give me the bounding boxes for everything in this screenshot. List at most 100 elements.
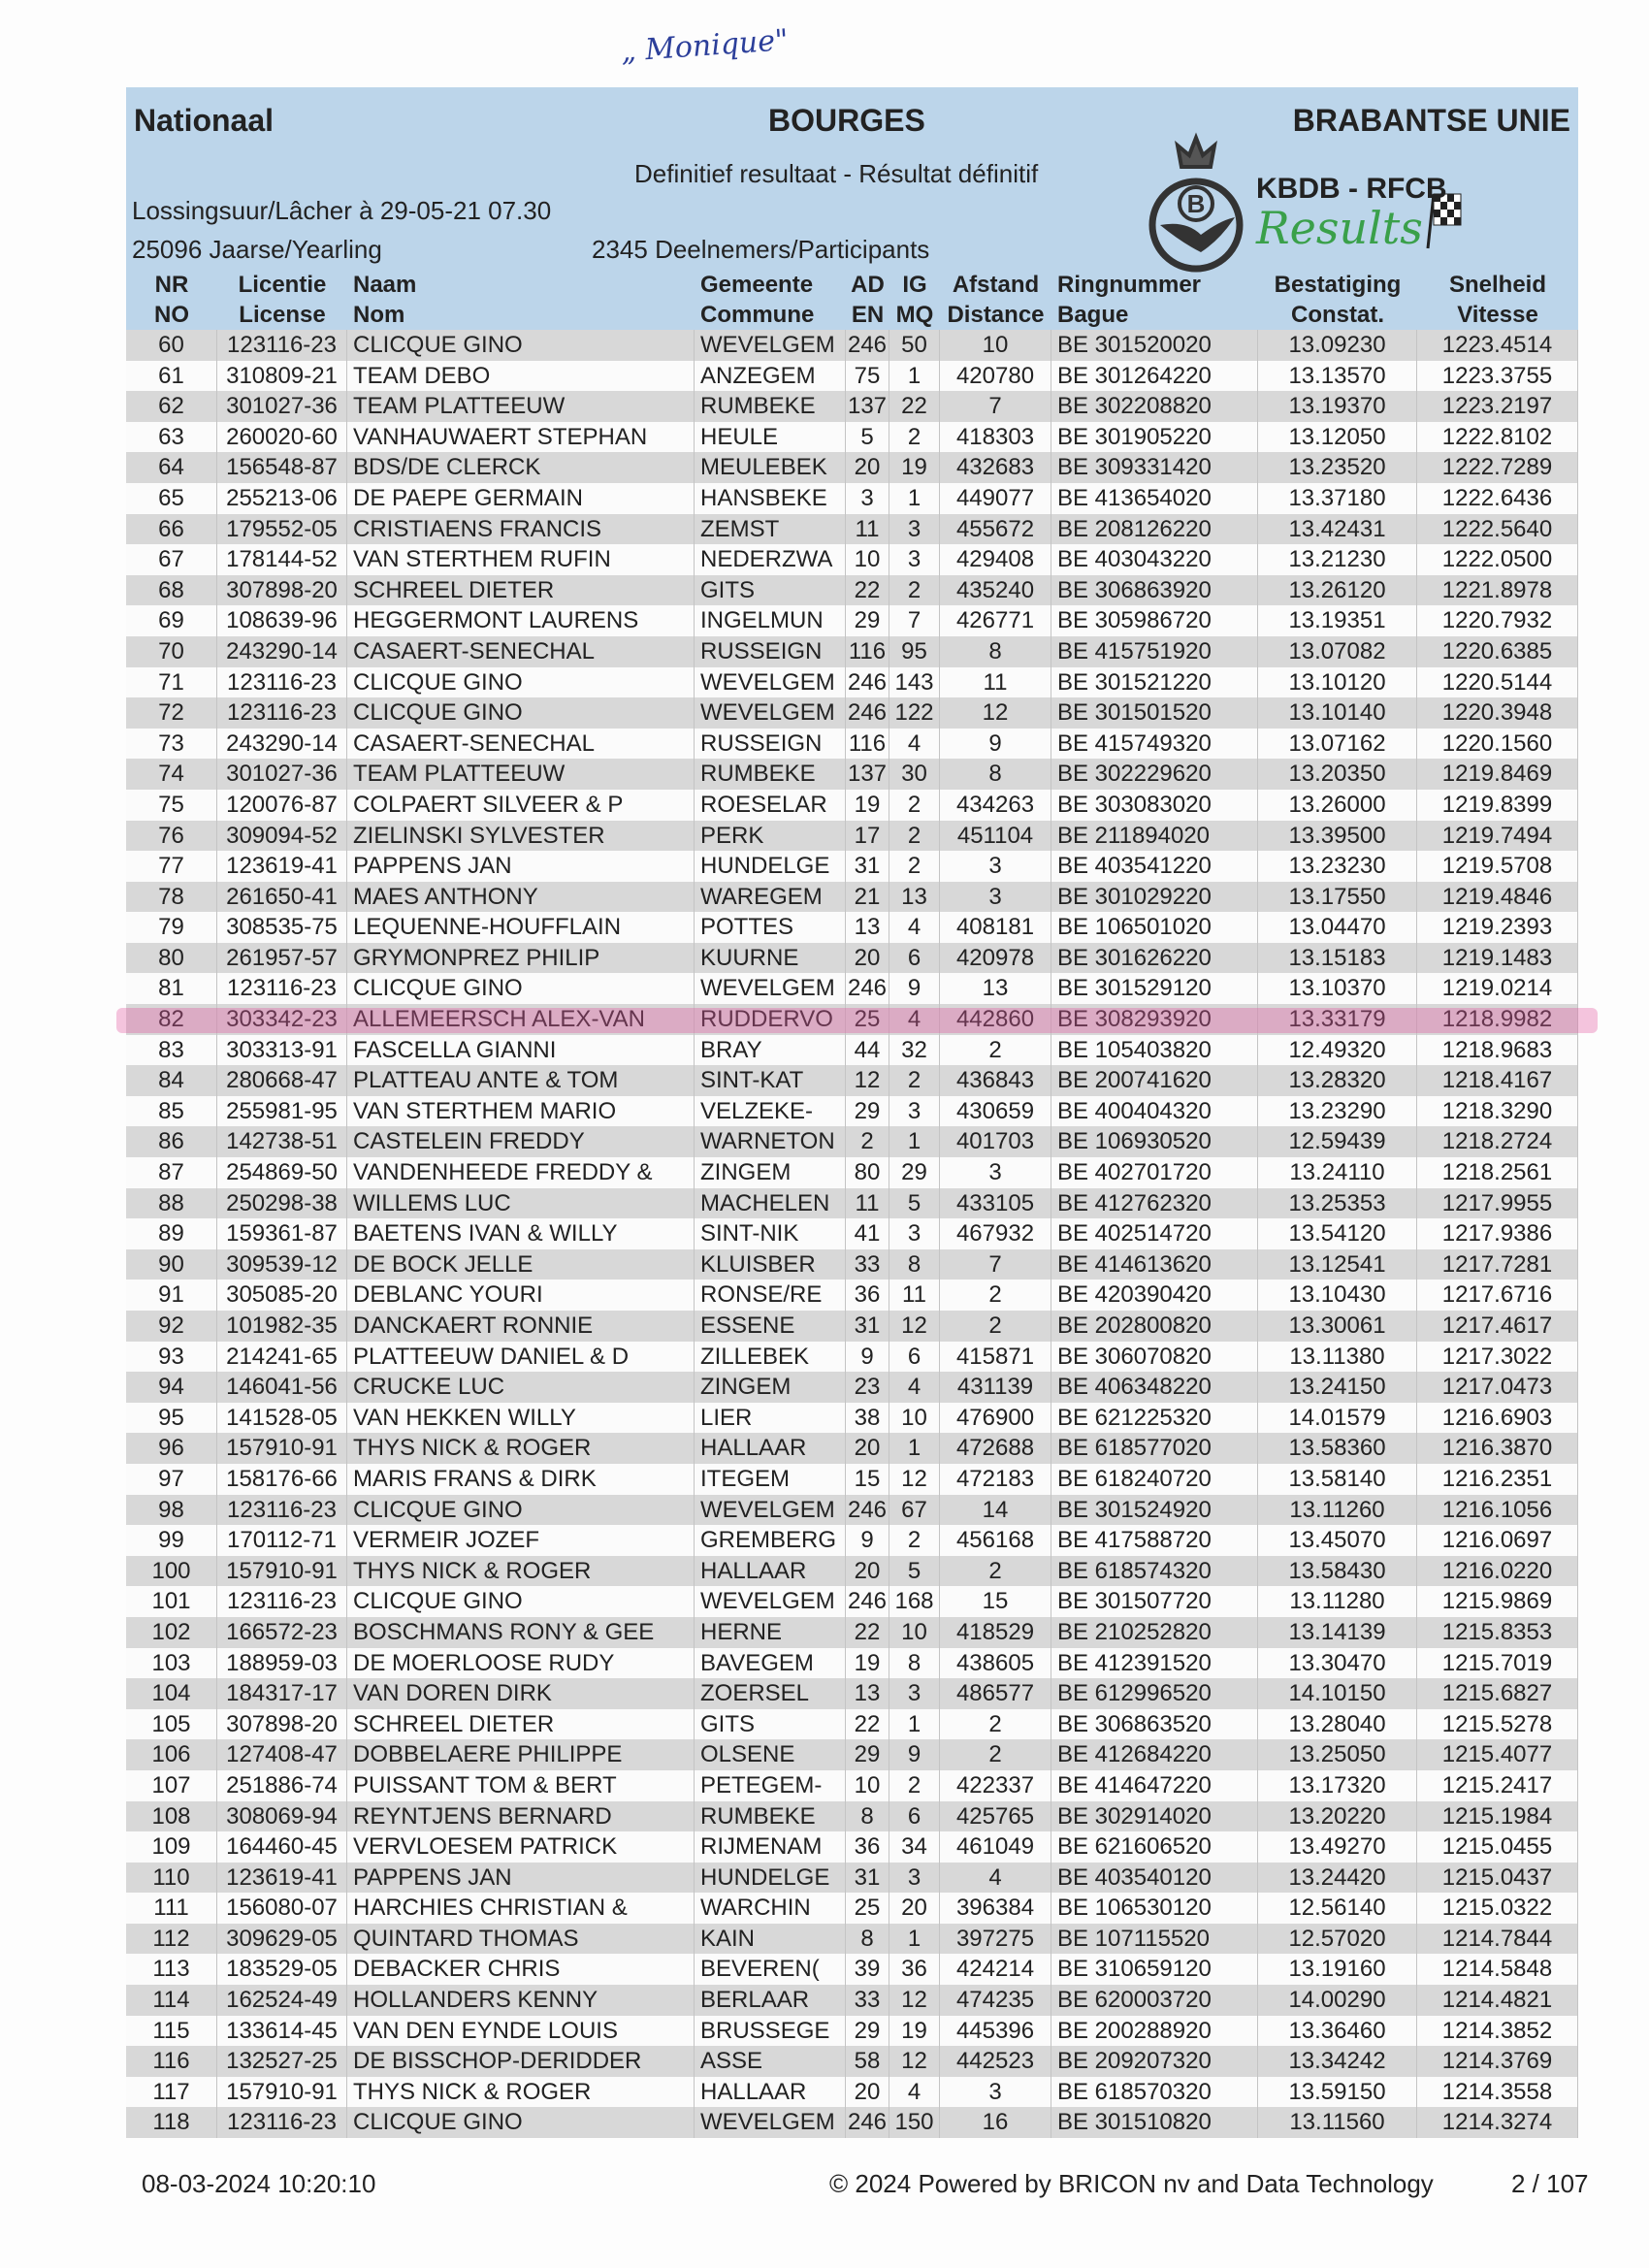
cell-nr: 67 <box>126 544 217 575</box>
column-header-line: Constat. <box>1291 302 1384 328</box>
cell-distance: 7 <box>940 1248 1051 1280</box>
cell-entered: 20 <box>846 1433 889 1464</box>
cell-marked: 122 <box>889 697 940 729</box>
cell-license: 157910-91 <box>217 2076 347 2108</box>
column-header-line: NO <box>154 302 189 328</box>
cell-commune: ANZEGEM <box>695 360 846 392</box>
cell-clock-time: 13.17550 <box>1258 881 1417 913</box>
cell-ring-number: BE 308293920 <box>1051 1004 1258 1035</box>
cell-marked: 11 <box>889 1280 940 1311</box>
cell-commune: OLSENE <box>695 1739 846 1770</box>
page-number: 2 / 107 <box>1511 2169 1589 2198</box>
cell-marked: 168 <box>889 1586 940 1617</box>
cell-velocity: 1215.8353 <box>1417 1616 1578 1648</box>
cell-marked: 9 <box>889 1739 940 1770</box>
cell-clock-time: 13.12050 <box>1258 421 1417 453</box>
cell-ring-number: BE 618574320 <box>1051 1555 1258 1587</box>
cell-nr: 82 <box>126 1004 217 1035</box>
cell-clock-time: 14.00290 <box>1258 1985 1417 2016</box>
cell-name: VANHAUWAERT STEPHAN <box>347 421 695 453</box>
cell-clock-time: 13.49270 <box>1258 1831 1417 1863</box>
cell-name: TEAM DEBO <box>347 360 695 392</box>
cell-entered: 39 <box>846 1954 889 1986</box>
cell-name: TEAM PLATTEEUW <box>347 391 695 422</box>
cell-entered: 22 <box>846 574 889 606</box>
cell-velocity: 1215.2417 <box>1417 1769 1578 1801</box>
cell-entered: 137 <box>846 391 889 422</box>
cell-marked: 67 <box>889 1494 940 1526</box>
cell-velocity: 1219.2393 <box>1417 912 1578 943</box>
column-header-commune: Gemeente Commune <box>695 270 852 330</box>
cell-entered: 15 <box>846 1463 889 1495</box>
cell-nr: 112 <box>126 1923 217 1955</box>
cell-ring-number: BE 106930520 <box>1051 1126 1258 1158</box>
cell-name: CLICQUE GINO <box>347 2107 695 2139</box>
cell-velocity: 1215.5278 <box>1417 1708 1578 1740</box>
cell-distance: 397275 <box>940 1923 1051 1955</box>
cell-name: THYS NICK & ROGER <box>347 2076 695 2108</box>
cell-license: 243290-14 <box>217 728 347 760</box>
cell-entered: 246 <box>846 1586 889 1617</box>
cell-nr: 109 <box>126 1831 217 1863</box>
cell-ring-number: BE 618570320 <box>1051 2076 1258 2108</box>
cell-entered: 11 <box>846 513 889 545</box>
cell-clock-time: 13.10140 <box>1258 697 1417 729</box>
column-header-line: Ringnummer <box>1057 272 1202 298</box>
cell-license: 159361-87 <box>217 1218 347 1249</box>
table-row: 87 254869-50 VANDENHEEDE FREDDY & ZINGEM 80 2… <box>126 1157 1578 1188</box>
cell-license: 308069-94 <box>217 1800 347 1832</box>
results-header: Nationaal BOURGES BRABANTSE UNIE Definit… <box>126 87 1578 330</box>
cell-ring-number: BE 403043220 <box>1051 544 1258 575</box>
cell-velocity: 1215.6827 <box>1417 1678 1578 1709</box>
cell-distance: 438605 <box>940 1647 1051 1679</box>
cell-ring-number: BE 412684220 <box>1051 1739 1258 1770</box>
table-row: 60 123116-23 CLICQUE GINO WEVELGEM 246 50 10 BE… <box>126 330 1578 361</box>
table-row: 88 250298-38 WILLEMS LUC MACHELEN 11 5 433105 B… <box>126 1187 1578 1219</box>
cell-nr: 76 <box>126 820 217 852</box>
cell-commune: GREMBERG <box>695 1525 846 1556</box>
cell-velocity: 1216.0697 <box>1417 1525 1578 1556</box>
cell-name: REYNTJENS BERNARD <box>347 1800 695 1832</box>
cell-license: 261957-57 <box>217 942 347 974</box>
table-row: 73 243290-14 CASAERT-SENECHAL RUSSEIGN 116 4 9… <box>126 728 1578 760</box>
cell-velocity: 1215.1984 <box>1417 1800 1578 1832</box>
cell-entered: 13 <box>846 912 889 943</box>
emblem-ring <box>1148 178 1244 273</box>
cell-name: VERVLOESEM PATRICK <box>347 1831 695 1863</box>
cell-entered: 116 <box>846 728 889 760</box>
cell-clock-time: 14.10150 <box>1258 1678 1417 1709</box>
cell-ring-number: BE 402701720 <box>1051 1157 1258 1188</box>
cell-distance: 467932 <box>940 1218 1051 1249</box>
cell-entered: 33 <box>846 1248 889 1280</box>
cell-clock-time: 13.23290 <box>1258 1095 1417 1127</box>
cell-nr: 73 <box>126 728 217 760</box>
cell-commune: GITS <box>695 574 846 606</box>
cell-nr: 106 <box>126 1739 217 1770</box>
cell-velocity: 1218.9683 <box>1417 1034 1578 1066</box>
cell-license: 303342-23 <box>217 1004 347 1035</box>
cell-distance: 12 <box>940 697 1051 729</box>
cell-name: PLATTEAU ANTE & TOM <box>347 1065 695 1096</box>
result-status: Definitief resultaat - Résultat définiti… <box>634 159 1039 188</box>
cell-clock-time: 13.54120 <box>1258 1218 1417 1249</box>
cell-nr: 101 <box>126 1586 217 1617</box>
cell-marked: 1 <box>889 1708 940 1740</box>
cell-marked: 22 <box>889 391 940 422</box>
cell-nr: 91 <box>126 1280 217 1311</box>
cell-nr: 88 <box>126 1187 217 1219</box>
cell-license: 255213-06 <box>217 482 347 514</box>
cell-nr: 81 <box>126 973 217 1005</box>
cell-commune: PETEGEM- <box>695 1769 846 1801</box>
cell-distance: 433105 <box>940 1187 1051 1219</box>
cell-marked: 20 <box>889 1893 940 1924</box>
cell-distance: 2 <box>940 1739 1051 1770</box>
cell-commune: ASSE <box>695 2046 846 2077</box>
cell-entered: 17 <box>846 820 889 852</box>
cell-velocity: 1214.3769 <box>1417 2046 1578 2077</box>
cell-license: 157910-91 <box>217 1433 347 1464</box>
cell-clock-time: 13.58430 <box>1258 1555 1417 1587</box>
cell-license: 170112-71 <box>217 1525 347 1556</box>
cell-nr: 87 <box>126 1157 217 1188</box>
cell-entered: 41 <box>846 1218 889 1249</box>
cell-nr: 117 <box>126 2076 217 2108</box>
